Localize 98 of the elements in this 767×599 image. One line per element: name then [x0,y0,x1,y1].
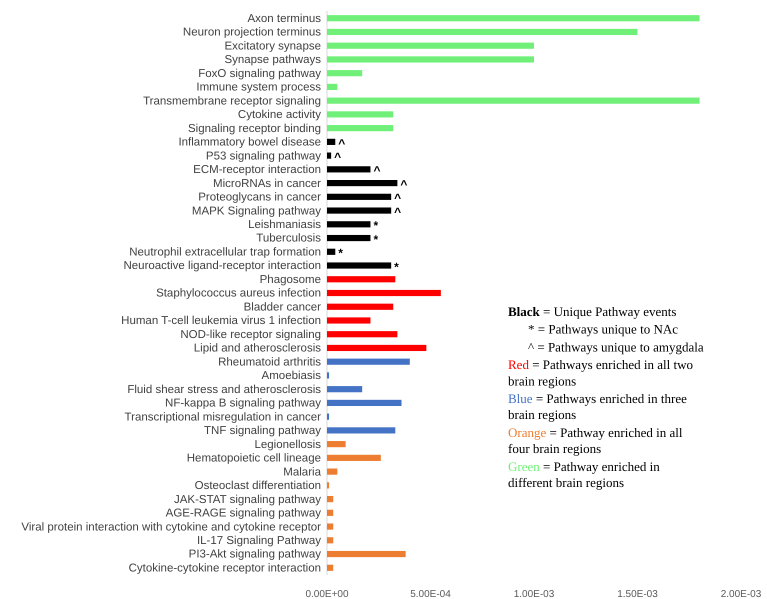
y-tick-label: Amoebiasis [262,370,322,382]
y-tick-label: NOD-like receptor signaling [180,328,321,341]
y-tick-label: Osteoclast differentiation [194,480,321,492]
y-tick-label: Proteoglycans in cancer [198,192,322,204]
y-tick-label: Synapse pathways [224,54,322,66]
y-tick-label: Phagosome [260,274,321,286]
bar [327,262,392,269]
bar [327,510,334,516]
bar [327,56,534,63]
bar [327,290,441,296]
y-tick-label: Axon terminus [247,12,322,25]
x-tick-label: 1.50E-03 [617,589,658,599]
bar [327,358,410,365]
bar [327,248,336,255]
bar [327,152,332,159]
y-tick-label: IL-17 Signaling Pathway [196,534,322,547]
y-tick-label: FoxO signaling pathway [198,68,322,80]
y-tick-label: JAK-STAT signaling pathway [174,494,322,506]
annotation: * = Pathways unique to NAc [528,322,678,337]
y-tick-label: Staphylococcus aureus infection [156,288,321,300]
y-tick-label: Neuron projection terminus [182,26,322,39]
bar [327,70,362,76]
y-tick-label: Transcriptional misregulation in cancer [124,411,322,424]
data-label: * [338,246,344,260]
bar [327,111,394,118]
bar [327,98,700,104]
y-tick-label: Neutrophil extracellular trap formation [129,246,321,258]
data-label: ^ [394,191,402,206]
y-tick-label: MicroRNAs in cancer [213,178,322,190]
y-tick-label: AGE-RAGE signaling pathway [166,508,322,520]
y-tick-label: Bladder cancer [244,301,322,314]
bar [327,194,392,200]
bar [327,386,362,392]
bar [327,317,370,324]
bar [327,221,370,228]
x-tick-label: 1.00E-03 [514,589,555,599]
y-tick-label: MAPK Signaling pathway [192,205,322,218]
bar [327,441,346,448]
bar [327,468,338,475]
bar [327,496,334,502]
y-tick-label: Neuroactive ligand-receptor interaction [123,260,321,272]
y-tick-label: Excitatory synapse [224,40,321,52]
bar [327,537,334,544]
data-label: ^ [400,177,408,192]
y-tick-label: Cytokine-cytokine receptor interaction [128,562,321,574]
y-tick-label: TNF signaling pathway [204,425,322,438]
data-label: ^ [373,164,380,178]
bar [327,138,336,145]
bar [327,427,396,434]
y-tick-label: Legionellosis [254,438,322,451]
y-tick-label: Cytokine activity [238,109,322,122]
bar [327,454,381,461]
bar [327,166,370,172]
y-tick-label: Leishmaniasis [248,218,322,231]
data-label: ^ [394,204,402,219]
y-tick-label: Immune system process [196,82,322,94]
y-tick-label: Fluid shear stress and atherosclerosis [127,384,322,396]
bar [327,207,392,214]
y-tick-label: Lipid and atherosclerosis [194,342,322,355]
bar [327,344,426,352]
x-tick-label: 0.00E+00 [305,589,349,599]
bar [327,331,398,338]
bar [327,564,334,571]
y-tick-label: Transmembrane receptor signaling [143,95,321,108]
text: Black = Unique Pathway events [508,304,676,319]
bar [327,15,700,22]
bar [327,84,338,90]
bar [327,523,334,530]
y-tick-label: Malaria [283,466,322,478]
y-tick-label: Tuberculosis [256,232,322,245]
data-label: * [373,218,378,233]
annotation: ^ = Pathways unique to amygdala [528,339,704,354]
y-tick-label: PI3-Akt signaling pathway [188,548,322,561]
bar [327,42,534,49]
data-label: * [394,260,400,274]
bar [327,180,398,186]
bar [327,125,394,132]
y-tick-label: ECM-receptor interaction [193,164,321,176]
y-tick-label: Hematopoietic cell lineage [186,452,321,465]
bar [327,304,394,310]
data-label: * [373,232,378,246]
y-tick-label: NF-kappa B signaling pathway [165,398,322,410]
bar [327,276,396,282]
y-tick-label: P53 signaling pathway [206,150,322,162]
bar [327,28,638,36]
bar [327,234,370,242]
data-label: ^ [338,136,346,150]
text: Green = Pathway enriched in different brain regions [508,458,660,490]
y-tick-label: Signaling receptor binding [188,122,321,135]
x-tick-label: 2.00E-03 [720,589,762,599]
bar [327,550,406,558]
y-tick-label: Inflammatory bowel disease [178,136,321,149]
y-tick-label: Human T-cell leukemia virus 1 infection [121,315,321,328]
x-tick-label: 5.00E-04 [410,589,452,599]
bar [327,400,402,406]
y-tick-label: Viral protein interaction with cytokine and cytokine receptor [21,521,322,534]
y-tick-label: Rheumatoid arthritis [218,356,322,368]
data-label: ^ [334,150,342,164]
